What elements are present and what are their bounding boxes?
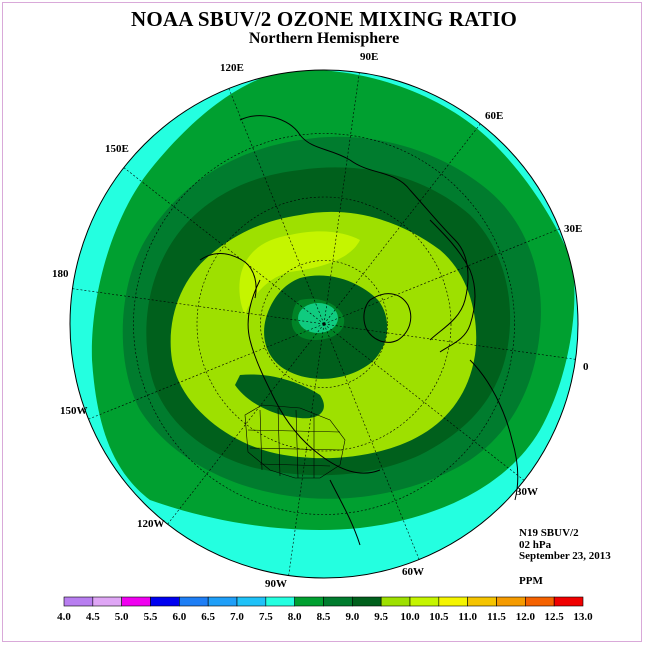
- ozone-contour-10-0: [239, 231, 360, 315]
- colorbar-tick-label: 8.5: [316, 611, 331, 623]
- info-date: September 23, 2013: [519, 550, 611, 562]
- page-title: NOAA SBUV/2 OZONE MIXING RATIO: [131, 7, 517, 31]
- colorbar-tick-label: 11.5: [487, 611, 506, 623]
- lon-label-60w: 60W: [402, 566, 424, 578]
- colorbar-tick-label: 5.5: [143, 611, 158, 623]
- coastline-overlay: [199, 115, 519, 546]
- coastline-north-america: [247, 279, 381, 474]
- info-units: PPM: [519, 575, 543, 587]
- page-frame: [2, 2, 642, 642]
- colorbar-tick-label: 9.5: [374, 611, 389, 623]
- lon-label-30w: 30W: [516, 486, 538, 498]
- colorbar-tick-label: 6.0: [172, 611, 187, 623]
- coastline-greenland: [363, 293, 412, 343]
- colorbar-tick-label: 6.5: [201, 611, 216, 623]
- colorbar-tick-label: 5.0: [114, 611, 129, 623]
- colorbar-tick-label: 13.0: [573, 611, 593, 623]
- colorbar-tick-label: 7.5: [258, 611, 273, 623]
- lon-label-60e: 60E: [485, 110, 504, 122]
- colorbar-tick-label: 4.0: [57, 611, 71, 623]
- lon-label-180: 180: [52, 268, 69, 280]
- colorbar-tick-label: 9.0: [345, 611, 360, 623]
- ozone-contour-9-0-inner: [235, 275, 388, 419]
- page-subtitle: Northern Hemisphere: [248, 30, 400, 47]
- colorbar-tick-label: 8.0: [287, 611, 302, 623]
- lat-lon-grid: [72, 72, 576, 576]
- lon-label-120w: 120W: [137, 518, 165, 530]
- colorbar-tick-label: 10.5: [429, 611, 449, 623]
- lon-label-120e: 120E: [220, 62, 244, 74]
- lon-label-90e: 90E: [360, 51, 379, 63]
- usa-state-grid: [244, 404, 346, 479]
- coastline-south-america: [329, 479, 361, 546]
- colorbar-tick-label: 10.0: [400, 611, 420, 623]
- colorbar-tick-label: 12.0: [515, 611, 535, 623]
- coastline-europe: [429, 219, 476, 353]
- map-border: [69, 69, 579, 579]
- info-level: 02 hPa: [519, 539, 552, 551]
- lon-label-0: 0: [583, 361, 589, 373]
- colorbar-tick-label: 7.0: [230, 611, 244, 623]
- coastline-africa: [469, 359, 519, 501]
- info-instrument: N19 SBUV/2: [519, 527, 579, 539]
- lon-label-30e: 30E: [564, 223, 583, 235]
- colorbar-tick-label: 11.0: [458, 611, 477, 623]
- usa-state-lines: [247, 407, 343, 479]
- colorbar-tick-label: 12.5: [544, 611, 564, 623]
- lon-label-150w: 150W: [60, 405, 88, 417]
- latitude-circle: [133, 133, 515, 515]
- lon-label-90w: 90W: [265, 578, 287, 590]
- latitude-circle: [260, 260, 388, 388]
- colorbar-tick-label: 4.5: [85, 611, 100, 623]
- latitude-circle: [196, 196, 452, 452]
- lon-label-150e: 150E: [105, 143, 129, 155]
